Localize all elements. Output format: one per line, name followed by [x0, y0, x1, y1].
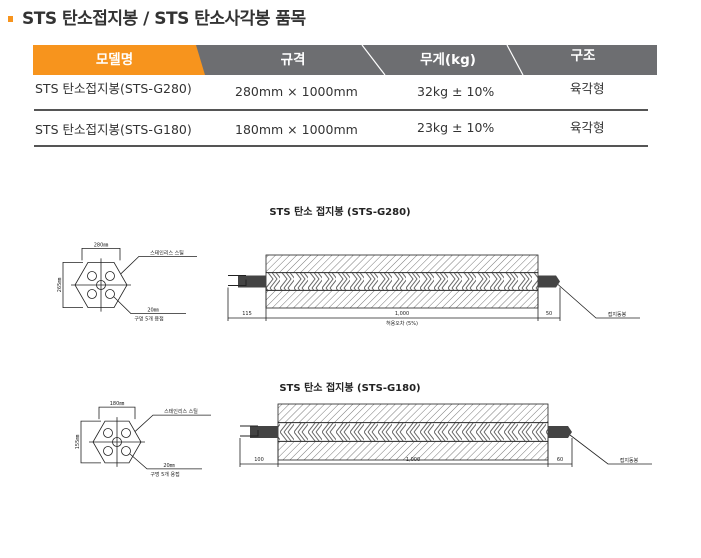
- hole-icon: [112, 437, 122, 447]
- table-row: STS 탄소접지봉(STS-G180) 180mm × 1000mm 23kg …: [34, 111, 648, 147]
- leader-line: [129, 453, 202, 470]
- width-label: 280㎜: [94, 242, 109, 248]
- hole-icon: [105, 271, 115, 281]
- page-title: STS 탄소접지봉 / STS 탄소사각봉 품목: [8, 4, 306, 29]
- header-structure: 구조: [570, 48, 596, 64]
- right-stub: [538, 275, 560, 288]
- width-label: 180㎜: [110, 401, 125, 407]
- right-dimension: 50: [546, 311, 552, 317]
- rod-label: 접지동봉: [608, 311, 627, 318]
- tolerance-label: 허용오차 (5%): [386, 320, 418, 327]
- diagram-1: STS 탄소 접지봉 (STS-G280) 280㎜ 265㎜ 스테인리스 스틸 20㎜…: [57, 205, 640, 327]
- diagram-2: STS 탄소 접지봉 (STS-G180) 180㎜ 155㎜ 스테인리스 스틸 20㎜…: [75, 381, 652, 478]
- header-model: 모델명: [95, 52, 134, 68]
- hole-size-label: 20㎜: [163, 463, 174, 469]
- header-decoration: [33, 45, 524, 75]
- hole-icon: [121, 446, 131, 456]
- width-dimension: [81, 247, 121, 261]
- left-stub-slot: [228, 275, 247, 286]
- left-stub: [250, 426, 278, 438]
- left-dimension: 115: [242, 311, 252, 317]
- hole-icon: [103, 428, 113, 438]
- outer-layer: [265, 289, 539, 309]
- hole-icon: [87, 271, 97, 281]
- cell-weight: 32kg ± 10%: [417, 84, 495, 99]
- diagram-title: STS 탄소 접지봉 (STS-G280): [269, 205, 410, 218]
- core-layer: [277, 422, 549, 442]
- hole-icon: [87, 289, 97, 299]
- leader-line: [557, 284, 640, 319]
- height-label: 155㎜: [75, 435, 81, 450]
- table-row: STS 탄소접지봉(STS-G280) 280mm × 1000mm 32kg …: [34, 75, 648, 111]
- table-header: 모델명 규격 무게(kg) 구조: [33, 45, 657, 75]
- hole-icon: [103, 446, 113, 456]
- outer-layer: [277, 403, 549, 424]
- material-label: 스테인리스 스틸: [150, 249, 184, 256]
- rod-label: 접지동봉: [620, 457, 639, 464]
- height-label: 265㎜: [57, 278, 63, 293]
- left-stub: [238, 275, 266, 288]
- cell-weight: 23kg ± 10%: [417, 120, 495, 135]
- header-weight: 무게(kg): [420, 52, 476, 68]
- right-dimension: 60: [557, 457, 563, 463]
- right-stub: [548, 426, 572, 438]
- hole-label: 구멍 5개 용접: [150, 471, 179, 478]
- core-layer: [265, 272, 539, 291]
- body-dimension: 1,000: [395, 311, 409, 317]
- cell-structure: 육각형: [570, 81, 605, 96]
- body-dimension: 1,000: [406, 457, 420, 463]
- cell-model: STS 탄소접지봉(STS-G280): [35, 81, 192, 96]
- left-dimension: 100: [254, 457, 264, 463]
- diagram-title: STS 탄소 접지봉 (STS-G180): [279, 381, 420, 394]
- cell-structure: 육각형: [570, 120, 605, 135]
- header-spec: 규격: [280, 52, 306, 68]
- outer-layer: [265, 254, 539, 274]
- height-dimension: [62, 261, 83, 309]
- product-table: 모델명 규격 무게(kg) 구조 STS 탄소접지봉(STS-G280) 280…: [33, 45, 657, 147]
- cell-spec: 280mm × 1000mm: [235, 84, 358, 99]
- hole-label: 구멍 5개 용접: [134, 316, 163, 323]
- leader-line: [120, 255, 197, 274]
- hole-icon: [96, 280, 106, 290]
- hole-size-label: 20㎜: [147, 308, 158, 314]
- leader-line: [569, 434, 652, 465]
- left-stub-slot: [240, 425, 259, 437]
- cell-model: STS 탄소접지봉(STS-G180): [35, 122, 192, 137]
- hole-icon: [105, 289, 115, 299]
- width-dimension: [98, 406, 136, 420]
- hole-icon: [121, 428, 131, 438]
- cell-spec: 180mm × 1000mm: [235, 122, 358, 137]
- leader-line: [134, 414, 211, 432]
- height-dimension: [80, 420, 101, 464]
- title-bullet-icon: [8, 15, 13, 22]
- leader-line: [113, 296, 186, 315]
- material-label: 스테인리스 스틸: [164, 408, 198, 415]
